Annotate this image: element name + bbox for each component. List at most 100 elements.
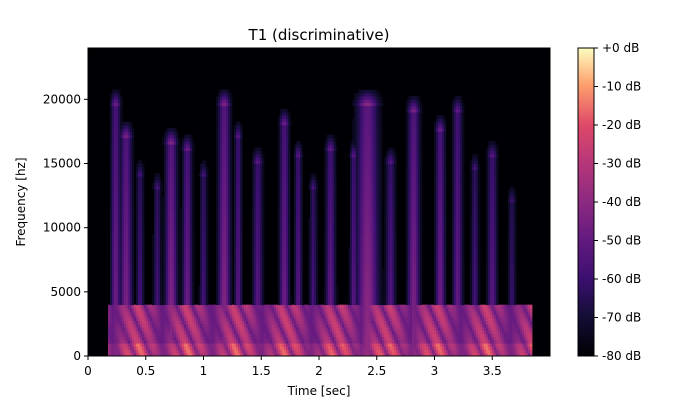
spectrogram-cell <box>286 259 289 264</box>
spectrogram-cell <box>252 192 255 196</box>
spectrogram-cell <box>288 336 291 341</box>
spectrogram-cell <box>164 243 167 248</box>
spectrogram-cell <box>280 163 283 168</box>
spectrogram-cell <box>278 169 281 174</box>
spectrogram-cell <box>178 317 181 322</box>
spectrogram-cell <box>124 298 127 302</box>
spectrogram-cell <box>178 291 181 296</box>
spectrogram-cell <box>192 307 195 312</box>
spectrogram-cell <box>240 339 243 344</box>
spectrogram-cell <box>254 202 257 206</box>
spectrogram-cell <box>186 262 189 267</box>
spectrogram-cell <box>180 272 183 277</box>
spectrogram-cell <box>174 237 177 241</box>
spectrogram-cell <box>202 227 205 232</box>
spectrogram-cell <box>114 144 117 148</box>
spectrogram-cell <box>122 304 125 309</box>
spectrogram-cell <box>226 279 229 283</box>
spectrogram-cell <box>284 307 287 312</box>
spectrogram-cell <box>158 221 161 225</box>
spectrogram-cell <box>210 346 213 350</box>
spectrogram-cell <box>120 150 123 155</box>
spectrogram-cell <box>198 291 201 296</box>
spectrogram-cell <box>192 179 195 184</box>
spectrogram-cell <box>198 314 201 318</box>
spectrogram-cell <box>202 343 205 347</box>
spectrogram-cell <box>168 218 171 222</box>
spectrogram-cell <box>224 125 227 129</box>
spectrogram-cell <box>240 346 243 350</box>
spectrogram-cell <box>226 89 229 94</box>
spectrogram-cell <box>146 314 149 318</box>
spectrogram-cell <box>238 330 241 334</box>
spectrogram-cell <box>156 234 159 238</box>
spectrogram-cell <box>282 349 285 354</box>
spectrogram-cell <box>172 211 175 216</box>
spectrogram-cell <box>154 250 157 254</box>
spectrogram-cell <box>252 218 255 222</box>
spectrogram-cell <box>210 333 213 338</box>
spectrogram-cell <box>182 198 185 203</box>
spectrogram-cell <box>234 134 237 139</box>
spectrogram-cell <box>116 266 119 270</box>
spectrogram-cell <box>184 259 187 264</box>
spectrogram-cell <box>180 221 183 225</box>
spectrogram-cell <box>224 256 227 261</box>
spectrogram-cell <box>220 108 223 113</box>
spectrogram-cell <box>118 147 121 152</box>
spectrogram-cell <box>286 214 289 219</box>
spectrogram-cell <box>140 166 143 171</box>
spectrogram-cell <box>282 330 285 334</box>
spectrogram-cell <box>262 166 265 171</box>
spectrogram-cell <box>222 253 225 257</box>
spectrogram-cell <box>240 179 243 184</box>
spectrogram-cell <box>238 240 241 245</box>
spectrogram-cell <box>168 169 171 174</box>
spectrogram-cell <box>230 343 233 347</box>
spectrogram-cell <box>260 307 263 312</box>
spectrogram-cell <box>224 333 227 338</box>
spectrogram-cell <box>178 141 181 145</box>
spectrogram-cell <box>254 237 257 241</box>
spectrogram-cell <box>240 291 243 296</box>
spectrogram-cell <box>280 230 283 235</box>
spectrogram-cell <box>206 208 209 213</box>
spectrogram-cell <box>112 237 115 241</box>
spectrogram-cell <box>112 243 115 248</box>
spectrogram-cell <box>176 295 179 299</box>
spectrogram-cell <box>126 333 129 338</box>
spectrogram-cell <box>118 208 121 213</box>
spectrogram-cell <box>252 166 255 171</box>
spectrogram-cell <box>118 323 121 328</box>
spectrogram-cell <box>122 246 125 251</box>
spectrogram-cell <box>224 243 227 248</box>
spectrogram-cell <box>266 327 269 331</box>
spectrogram-cell <box>238 128 241 132</box>
spectrogram-cell <box>170 185 173 190</box>
spectrogram-cell <box>122 256 125 261</box>
spectrogram-cell <box>168 336 171 341</box>
spectrogram-cell <box>154 259 157 264</box>
spectrogram-cell <box>140 227 143 232</box>
spectrogram-cell <box>192 282 195 286</box>
spectrogram-cell <box>158 301 161 306</box>
spectrogram-cell <box>236 282 239 286</box>
spectrogram-cell <box>174 243 177 248</box>
spectrogram-cell <box>138 262 141 267</box>
spectrogram-cell <box>258 240 261 245</box>
spectrogram-cell <box>186 189 189 193</box>
spectrogram-cell <box>184 169 187 174</box>
spectrogram-cell <box>118 320 121 325</box>
spectrogram-cell <box>220 176 223 180</box>
spectrogram-cell <box>136 333 139 338</box>
spectrogram-cell <box>204 176 207 180</box>
spectrogram-cell <box>156 291 159 296</box>
spectrogram-cell <box>188 307 191 312</box>
spectrogram-cell <box>170 169 173 174</box>
spectrogram-cell <box>282 230 285 235</box>
spectrogram-cell <box>236 150 239 155</box>
spectrogram-cell <box>180 266 183 270</box>
spectrogram-cell <box>224 221 227 225</box>
spectrogram-cell <box>176 150 179 155</box>
spectrogram-cell <box>286 163 289 168</box>
